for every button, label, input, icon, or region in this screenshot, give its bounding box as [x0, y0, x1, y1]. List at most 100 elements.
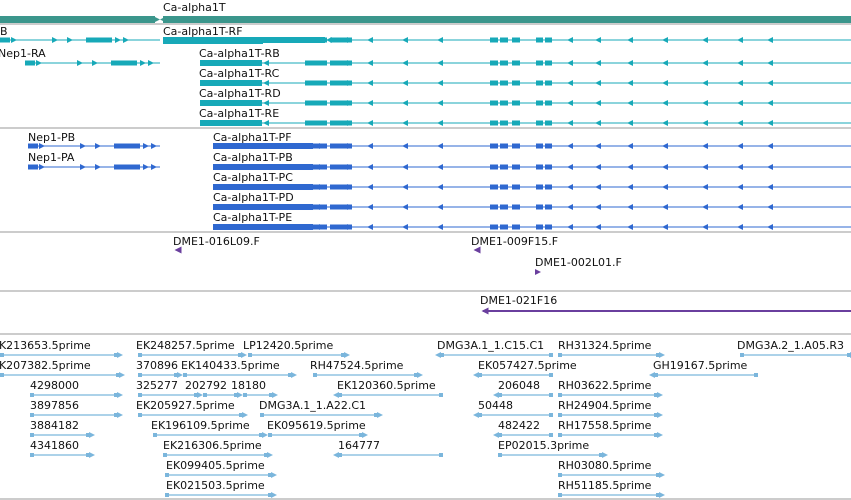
- est-track: [0, 352, 851, 498]
- strand-reverse-arrow: [402, 100, 408, 106]
- strand-forward-arrow: [115, 37, 121, 43]
- est-block: [174, 373, 178, 377]
- protein-label: Ca-alpha1T-PB: [213, 151, 293, 164]
- est-block: [558, 393, 562, 397]
- exon-block: [330, 164, 352, 170]
- strand-reverse-arrow: [767, 120, 773, 126]
- exon-block: [200, 100, 262, 106]
- exon-block: [200, 80, 262, 86]
- exon-block: [512, 204, 520, 210]
- strand-reverse-arrow: [567, 120, 573, 126]
- exon-block: [213, 143, 313, 149]
- est-block: [165, 473, 169, 477]
- est-block: [341, 353, 345, 357]
- exon-block: [512, 100, 520, 106]
- est-label: EP02015.3prime: [498, 439, 589, 452]
- est-block: [30, 393, 34, 397]
- est-block: [138, 413, 142, 417]
- gene-forward-arrow: [153, 16, 160, 23]
- strand-reverse-arrow: [737, 80, 743, 86]
- exon-block: [536, 164, 543, 170]
- strand-reverse-arrow: [342, 37, 348, 43]
- strand-reverse-arrow: [437, 164, 443, 170]
- strand-forward-arrow: [39, 164, 45, 170]
- est-block: [165, 493, 169, 497]
- strand-reverse-arrow: [263, 80, 269, 86]
- strand-reverse-arrow: [702, 80, 708, 86]
- est-block: [30, 413, 34, 417]
- est-block: [549, 413, 553, 417]
- exon-block: [330, 100, 352, 106]
- track-dividers: [0, 23, 851, 500]
- strand-reverse-arrow: [342, 120, 348, 126]
- exon-block: [213, 224, 313, 230]
- strand-forward-arrow: [80, 143, 86, 149]
- strand-reverse-arrow: [702, 143, 708, 149]
- exon-block: [490, 100, 498, 106]
- strand-forward-arrow: [80, 164, 86, 170]
- est-block: [0, 353, 4, 357]
- transcript-label: Ca-alpha1T-RE: [199, 107, 279, 120]
- est-block: [268, 433, 272, 437]
- strand-forward-arrow: [197, 392, 203, 398]
- gene-body: [0, 16, 155, 23]
- exon-block: [305, 120, 327, 126]
- strand-reverse-arrow: [737, 224, 743, 230]
- strand-reverse-arrow: [402, 204, 408, 210]
- probe-label: DME1-021F16: [480, 294, 557, 307]
- strand-forward-arrow: [52, 37, 58, 43]
- probe-span: [483, 310, 851, 312]
- est-block: [549, 433, 553, 437]
- strand-forward-arrow: [344, 352, 350, 358]
- strand-forward-arrow: [36, 60, 42, 66]
- strand-reverse-arrow: [595, 164, 601, 170]
- exon-block: [545, 143, 552, 149]
- exon-block: [305, 143, 327, 149]
- exon-block: [500, 60, 508, 66]
- exon-block: [305, 204, 327, 210]
- strand-forward-arrow: [89, 432, 95, 438]
- strand-reverse-arrow: [437, 143, 443, 149]
- strand-forward-arrow: [362, 432, 368, 438]
- exon-block: [512, 143, 520, 149]
- strand-reverse-arrow: [627, 143, 633, 149]
- est-block: [558, 433, 562, 437]
- est-label: EK216306.5prime: [163, 439, 262, 452]
- exon-block: [213, 204, 313, 210]
- strand-reverse-arrow: [567, 37, 573, 43]
- strand-reverse-arrow: [595, 224, 601, 230]
- probe-label: DME1-016L09.F: [173, 235, 260, 248]
- exon-block: [213, 184, 313, 190]
- exon-block: [28, 164, 38, 170]
- strand-reverse-arrow: [473, 412, 479, 418]
- strand-reverse-arrow: [662, 37, 668, 43]
- strand-reverse-arrow: [662, 224, 668, 230]
- strand-reverse-arrow: [342, 224, 348, 230]
- exon-block: [545, 120, 552, 126]
- est-label: EK205927.5prime: [136, 399, 235, 412]
- probe2-track: [481, 307, 851, 315]
- est-block: [549, 393, 553, 397]
- est-block: [269, 393, 273, 397]
- strand-forward-arrow: [92, 60, 98, 66]
- strand-reverse-arrow: [737, 120, 743, 126]
- est-block: [138, 353, 142, 357]
- exon-block: [545, 80, 552, 86]
- exon-block: [200, 60, 262, 66]
- est-block: [260, 413, 264, 417]
- strand-reverse-arrow: [367, 60, 373, 66]
- exon-block: [330, 120, 352, 126]
- exon-block: [490, 37, 498, 43]
- strand-reverse-arrow: [767, 204, 773, 210]
- strand-reverse-arrow: [767, 143, 773, 149]
- strand-forward-arrow: [271, 492, 277, 498]
- strand-forward-arrow: [262, 432, 268, 438]
- exon-block: [545, 204, 552, 210]
- exon-block: [330, 224, 352, 230]
- est-block: [558, 493, 562, 497]
- strand-reverse-arrow: [737, 164, 743, 170]
- exon-block: [490, 120, 498, 126]
- transcript-label: Ca-alpha1T-RC: [199, 67, 280, 80]
- est-label: EK248257.5prime: [136, 339, 235, 352]
- exon-block: [305, 100, 327, 106]
